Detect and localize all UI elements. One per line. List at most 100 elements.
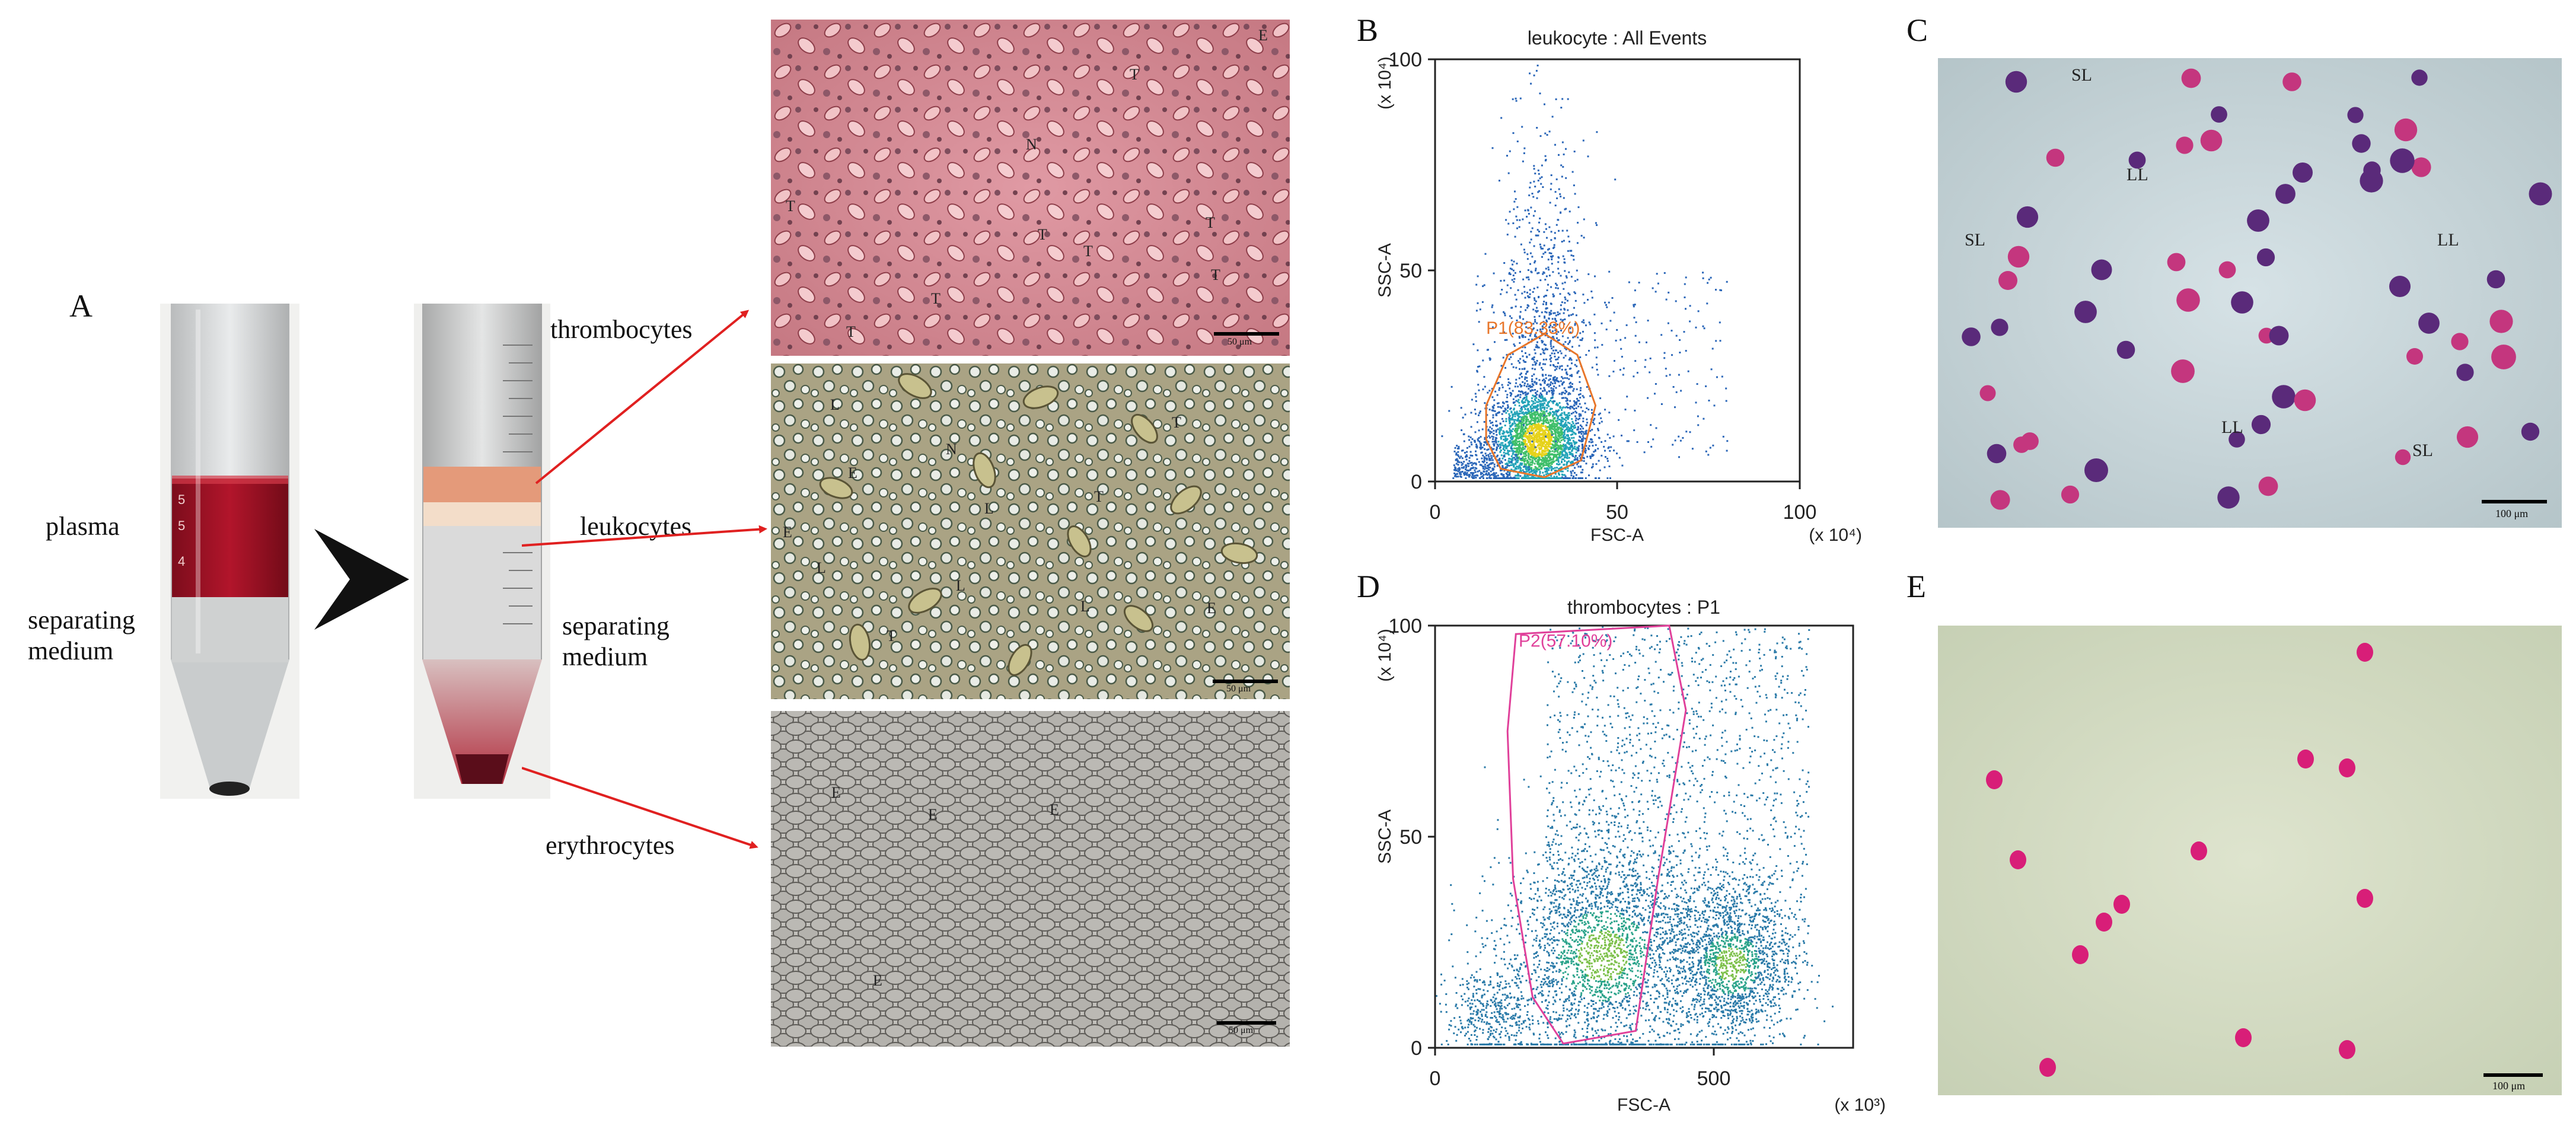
chart-d-point bbox=[1506, 935, 1509, 937]
chart-b-point bbox=[1515, 442, 1517, 445]
chart-b-point bbox=[1580, 406, 1582, 409]
chart-d-point bbox=[1615, 1022, 1617, 1024]
chart-b-point bbox=[1582, 337, 1584, 340]
chart-b-point bbox=[1582, 420, 1585, 423]
chart-d-point bbox=[1627, 846, 1629, 849]
chart-b-point bbox=[1489, 359, 1491, 361]
chart-d-point bbox=[1660, 913, 1663, 915]
chart-d-point bbox=[1571, 852, 1574, 854]
chart-b-point bbox=[1527, 477, 1529, 479]
chart-b-point bbox=[1552, 271, 1554, 273]
chart-d-point bbox=[1511, 979, 1513, 981]
chart-b-point bbox=[1557, 362, 1559, 364]
chart-d-point bbox=[1596, 950, 1598, 952]
chart-b-point bbox=[1622, 367, 1625, 369]
chart-b-point bbox=[1539, 416, 1542, 419]
chart-d-point bbox=[1607, 930, 1609, 932]
chart-b-point bbox=[1582, 439, 1584, 442]
chart-b-point bbox=[1559, 451, 1561, 454]
chart-b-point bbox=[1493, 404, 1496, 406]
chart-b-point bbox=[1570, 462, 1573, 464]
chart-b-point bbox=[1544, 429, 1546, 432]
chart-b-point bbox=[1538, 346, 1540, 349]
chart-b-point bbox=[1558, 433, 1560, 435]
chart-d-point bbox=[1620, 952, 1622, 954]
chart-b-point bbox=[1573, 307, 1575, 309]
chart-b-point bbox=[1570, 413, 1573, 415]
chart-b-point bbox=[1502, 356, 1504, 359]
chart-b-point bbox=[1523, 413, 1525, 416]
chart-b-point bbox=[1486, 449, 1488, 451]
chart-b-point bbox=[1530, 333, 1532, 335]
chart-d-point bbox=[1508, 1039, 1510, 1041]
chart-b-point bbox=[1503, 438, 1505, 441]
chart-d-point bbox=[1653, 969, 1656, 971]
chart-d-point bbox=[1641, 840, 1644, 843]
chart-d-point bbox=[1653, 940, 1655, 942]
chart-b-point bbox=[1461, 457, 1464, 460]
chart-b-point bbox=[1585, 431, 1587, 433]
chart-b-point bbox=[1550, 437, 1552, 439]
chart-b-point bbox=[1573, 459, 1576, 461]
chart-b-point bbox=[1523, 475, 1526, 477]
chart-d-point bbox=[1509, 992, 1512, 994]
chart-d-point bbox=[1618, 944, 1621, 946]
chart-b-point bbox=[1564, 414, 1567, 416]
chart-b-point bbox=[1499, 457, 1501, 460]
chart-b-point bbox=[1636, 441, 1638, 443]
chart-b-point bbox=[1557, 417, 1559, 419]
chart-b-point bbox=[1526, 291, 1528, 294]
chart-b-point bbox=[1528, 278, 1530, 280]
chart-d-point bbox=[1618, 965, 1620, 967]
chart-b-point bbox=[1564, 355, 1567, 357]
chart-b-point bbox=[1552, 349, 1554, 352]
chart-b-point bbox=[1512, 263, 1514, 266]
chart-b-point bbox=[1634, 409, 1636, 412]
chart-b-point bbox=[1490, 477, 1492, 479]
chart-d-point bbox=[1595, 945, 1598, 946]
chart-b-point bbox=[1568, 294, 1571, 296]
chart-d-point bbox=[1643, 947, 1646, 949]
chart-b-point bbox=[1539, 443, 1541, 445]
chart-d-point bbox=[1596, 986, 1598, 988]
chart-b-point bbox=[1513, 465, 1515, 467]
chart-b-point bbox=[1532, 419, 1534, 422]
chart-b-point bbox=[1525, 467, 1528, 470]
chart-b-point bbox=[1544, 425, 1547, 427]
chart-b-point bbox=[1552, 400, 1555, 403]
chart-d-point bbox=[1620, 1003, 1622, 1005]
chart-d-point bbox=[1676, 875, 1678, 877]
chart-b-point bbox=[1523, 448, 1526, 450]
stain-c-cell bbox=[2418, 313, 2440, 334]
chart-b-point bbox=[1555, 404, 1557, 406]
chart-b-point bbox=[1492, 326, 1494, 329]
chart-b-point bbox=[1534, 315, 1536, 318]
chart-b-point bbox=[1538, 173, 1540, 175]
chart-b-point bbox=[1545, 441, 1547, 443]
chart-b-point bbox=[1531, 438, 1533, 440]
chart-b-point bbox=[1462, 433, 1465, 435]
chart-b-point bbox=[1580, 414, 1582, 417]
chart-b-point bbox=[1542, 186, 1544, 188]
chart-b-point bbox=[1515, 423, 1517, 426]
chart-b-point bbox=[1515, 215, 1517, 218]
chart-b-point bbox=[1536, 411, 1539, 413]
chart-b-point bbox=[1531, 429, 1533, 431]
chart-b-point bbox=[1560, 466, 1563, 468]
chart-b-point bbox=[1471, 438, 1474, 440]
chart-d-point bbox=[1624, 853, 1626, 856]
chart-d-point bbox=[1579, 920, 1582, 921]
chart-b-xtick-0: 0 bbox=[1430, 501, 1441, 524]
chart-b-point bbox=[1510, 446, 1512, 448]
chart-b-point bbox=[1507, 404, 1509, 406]
chart-d-point bbox=[1527, 928, 1529, 930]
chart-b-point bbox=[1454, 466, 1456, 468]
chart-b-point bbox=[1505, 420, 1507, 422]
chart-b-point bbox=[1577, 336, 1579, 339]
chart-b-point bbox=[1531, 358, 1534, 360]
chart-b-point bbox=[1515, 435, 1517, 438]
chart-b-point bbox=[1663, 357, 1666, 359]
chart-b-point bbox=[1498, 389, 1500, 391]
chart-b-point bbox=[1528, 385, 1530, 387]
chart-b-point bbox=[1577, 422, 1579, 424]
